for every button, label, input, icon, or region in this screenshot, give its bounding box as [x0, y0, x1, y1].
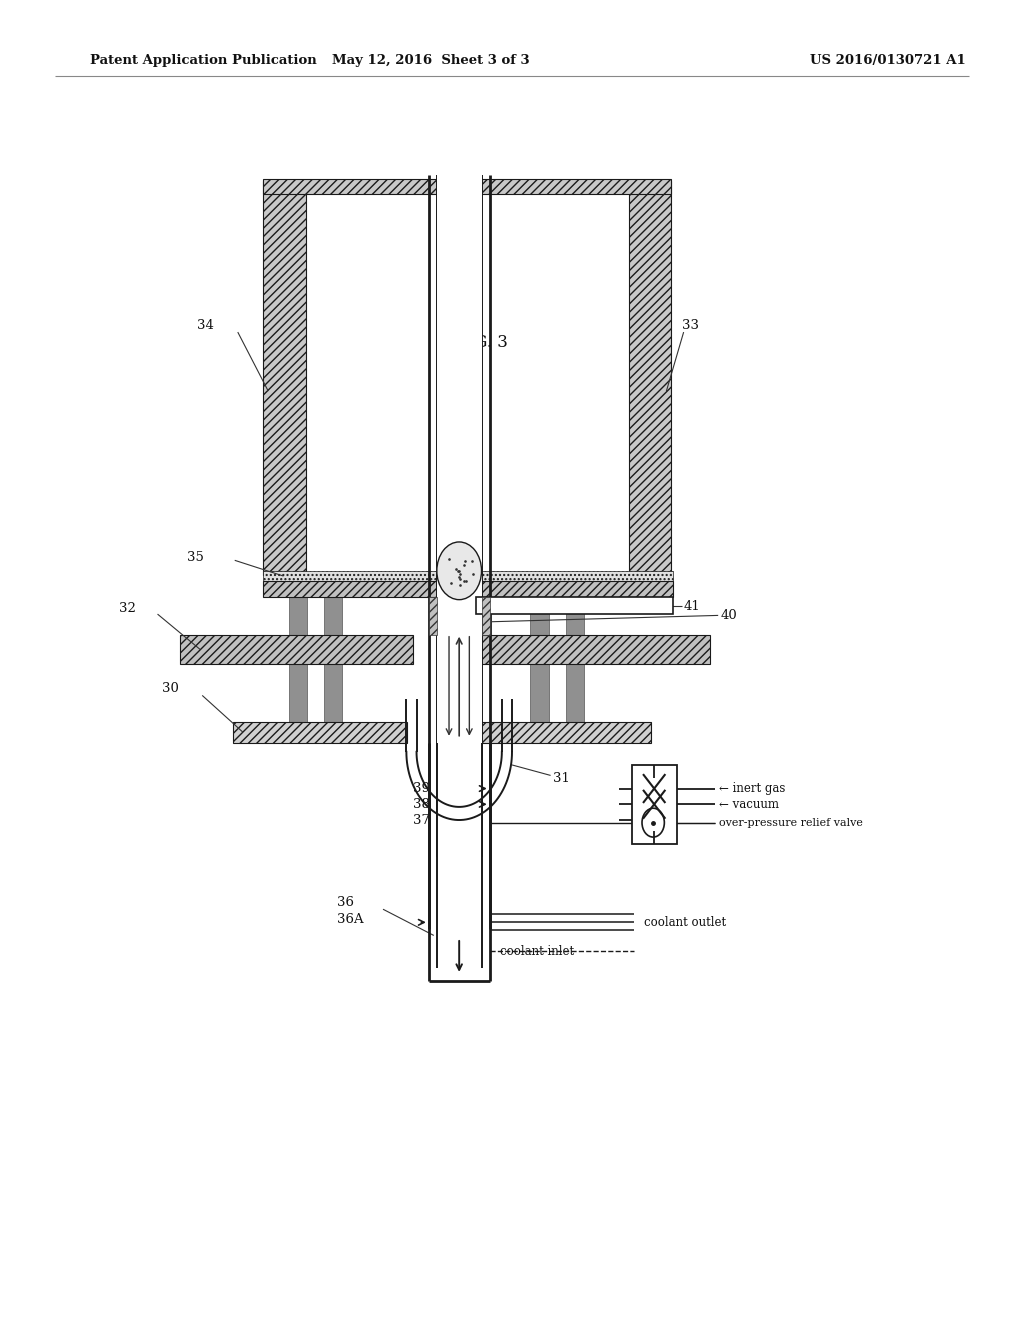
Text: coolant inlet: coolant inlet — [500, 945, 573, 958]
Bar — [325, 597, 342, 635]
Bar — [263, 570, 674, 583]
Bar — [632, 764, 677, 843]
Text: 41: 41 — [684, 599, 700, 612]
Text: 33: 33 — [682, 319, 698, 333]
Text: over-pressure relief valve: over-pressure relief valve — [719, 817, 863, 828]
Circle shape — [642, 808, 665, 837]
Text: US 2016/0130721 A1: US 2016/0130721 A1 — [810, 54, 966, 67]
Bar — [325, 664, 342, 722]
Circle shape — [437, 543, 481, 599]
Bar — [476, 635, 710, 664]
Bar — [289, 664, 307, 722]
Text: 31: 31 — [553, 772, 569, 784]
Text: 30: 30 — [162, 682, 178, 696]
Text: May 12, 2016  Sheet 3 of 3: May 12, 2016 Sheet 3 of 3 — [332, 54, 529, 67]
Bar — [437, 174, 481, 929]
Text: 38: 38 — [414, 797, 430, 810]
Bar — [476, 597, 674, 614]
Bar — [289, 597, 307, 635]
Text: 35: 35 — [187, 552, 204, 564]
Text: 36: 36 — [337, 896, 354, 909]
Text: 32: 32 — [119, 602, 136, 615]
Text: 39: 39 — [414, 781, 430, 795]
Bar — [566, 597, 584, 635]
Text: ← inert gas: ← inert gas — [719, 781, 785, 795]
Text: Patent Application Publication: Patent Application Publication — [90, 54, 317, 67]
Text: FIG. 3: FIG. 3 — [456, 334, 508, 351]
Bar — [629, 181, 672, 574]
Bar — [476, 722, 651, 743]
Text: coolant outlet: coolant outlet — [644, 916, 726, 929]
Text: ← vacuum: ← vacuum — [719, 797, 779, 810]
Bar — [530, 597, 549, 635]
Bar — [180, 635, 414, 664]
Text: 40: 40 — [720, 609, 737, 622]
Bar — [530, 664, 549, 722]
Text: 37: 37 — [414, 813, 430, 826]
Bar — [481, 597, 489, 635]
Text: 36A: 36A — [337, 913, 364, 927]
Bar — [232, 722, 408, 743]
Bar — [263, 181, 306, 574]
Bar — [566, 664, 584, 722]
Bar — [263, 178, 672, 194]
Bar — [429, 597, 437, 635]
Text: 34: 34 — [198, 319, 214, 333]
Bar — [263, 581, 674, 597]
